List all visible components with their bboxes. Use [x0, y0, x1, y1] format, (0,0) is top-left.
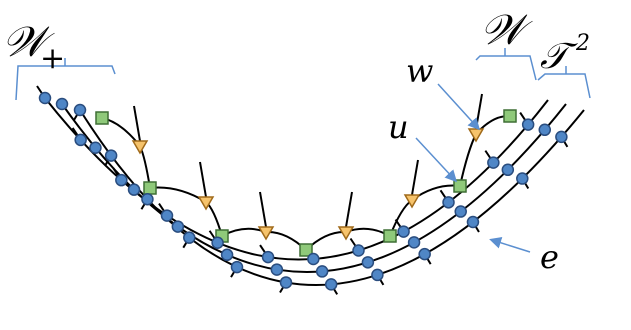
disentangler-squares [95, 109, 517, 257]
e-node [261, 250, 275, 264]
annotation-arrows [415, 83, 531, 253]
triangle-leg [199, 161, 207, 198]
e-node [211, 236, 224, 249]
e-node [466, 215, 480, 229]
w-triangle [131, 140, 149, 155]
triangle-leg [411, 159, 419, 196]
triangle-leg [259, 191, 267, 228]
label-e: e [540, 238, 559, 276]
e-node [270, 263, 284, 276]
arc-outer [79, 109, 585, 286]
e-node [171, 220, 185, 233]
arrow-w [437, 83, 481, 131]
brackets [15, 48, 591, 101]
unitary-links [101, 114, 511, 251]
e-node [555, 130, 568, 144]
triangle-leg [475, 93, 483, 130]
u-square [503, 109, 517, 123]
e-node [521, 118, 535, 131]
e-node [442, 196, 455, 209]
e-node [516, 172, 529, 185]
bracket-t2 [537, 66, 591, 99]
e-node [324, 278, 338, 291]
label-w-plus-sub: + [40, 41, 65, 76]
arrow-e [489, 236, 531, 253]
e-node [279, 276, 293, 289]
e-node [127, 183, 141, 196]
u-square [143, 181, 157, 195]
e-node [160, 209, 174, 222]
e-node [407, 236, 421, 249]
u-w-link [149, 186, 207, 203]
w-triangle [197, 196, 215, 211]
e-node [38, 91, 52, 105]
e-node [89, 141, 102, 154]
triangle-leg [133, 105, 141, 142]
label-t2: 𝒯 [540, 36, 578, 77]
e-node [361, 256, 375, 269]
e-node [418, 247, 431, 261]
e-node [501, 163, 515, 177]
w-triangle [403, 194, 421, 209]
e-node [352, 244, 365, 257]
e-node [104, 149, 118, 162]
e-node [141, 193, 154, 206]
label-w: 𝒲 [480, 5, 533, 54]
isometry-triangles [131, 128, 485, 241]
label-w-small: w [406, 52, 433, 90]
e-node [220, 248, 234, 262]
e-node [371, 268, 384, 282]
e-node [55, 97, 69, 111]
e-nodes [38, 91, 568, 291]
u-square [383, 229, 397, 243]
bracket-w-plus [15, 58, 116, 101]
e-node [487, 156, 500, 169]
u-square [299, 243, 313, 257]
legs [36, 85, 569, 295]
triangle-leg [345, 191, 353, 228]
e-node [538, 123, 552, 137]
e-node [454, 205, 467, 218]
e-node [73, 103, 87, 117]
e-node [315, 265, 329, 278]
bracket-w [475, 48, 537, 81]
w-triangle [467, 128, 485, 143]
w-triangle [257, 226, 275, 241]
label-t2-sup: 2 [575, 31, 590, 56]
e-node [74, 133, 87, 147]
e-node [230, 260, 244, 274]
w-triangle [337, 226, 355, 241]
e-node [183, 231, 196, 244]
label-u: u [388, 108, 409, 146]
u-square [453, 179, 467, 193]
u-w-link [459, 133, 477, 187]
e-node [397, 225, 410, 238]
e-node [115, 173, 128, 187]
e-node [307, 252, 320, 266]
arrow-u [415, 137, 458, 183]
u-square [95, 111, 109, 125]
